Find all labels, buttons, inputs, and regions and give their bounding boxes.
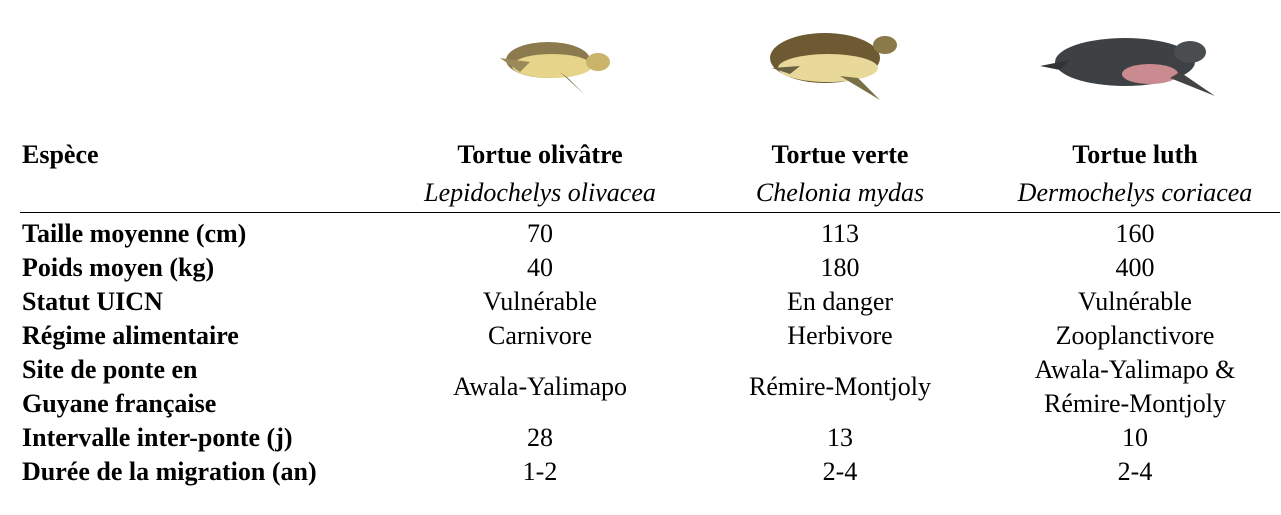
table-row: Site de ponte en Guyane française Awala-Y…: [0, 353, 1281, 421]
table-cell: 13: [827, 423, 853, 452]
row-label: Site de ponte en Guyane française: [22, 355, 217, 418]
turtle-illustrations: [500, 33, 1215, 100]
table-cell: 28: [527, 423, 553, 452]
table-cell: Vulnérable: [1078, 287, 1192, 316]
table-row: Poids moyen (kg) 40 180 400: [0, 251, 1281, 285]
species-name: Tortue luth: [1072, 140, 1198, 169]
row-label: Taille moyenne (cm): [22, 219, 247, 248]
table-cell: Awala-Yalimapo: [452, 372, 628, 401]
table-row: Intervalle inter-ponte (j) 28 13 10: [0, 421, 1281, 455]
header-latin-row: Lepidochelys olivacea Chelonia mydas Der…: [0, 176, 1281, 210]
header-rule: [20, 212, 1280, 213]
table-cell: Zooplanctivore: [1055, 321, 1215, 350]
table-cell: 1-2: [522, 457, 558, 486]
table-row: Statut UICN Vulnérable En danger Vulnérable: [0, 285, 1281, 319]
row-label: Poids moyen (kg): [22, 253, 215, 282]
table-cell: En danger: [786, 287, 894, 316]
species-name: Tortue verte: [771, 140, 909, 169]
table-cell: 70: [527, 219, 553, 248]
table-cell: Rémire-Montjoly: [749, 372, 931, 401]
header-label: Espèce: [22, 140, 99, 169]
table-cell: Carnivore: [488, 321, 592, 350]
leatherback-illustration: [1040, 38, 1215, 96]
table-row: Durée de la migration (an) 1-2 2-4 2-4: [0, 455, 1281, 489]
table-row: Taille moyenne (cm) 70 113 160: [0, 217, 1281, 251]
table-cell: 40: [527, 253, 553, 282]
species-latin: Lepidochelys olivacea: [424, 178, 656, 207]
table-cell: 10: [1122, 423, 1148, 452]
olive-ridley-illustration: [500, 42, 610, 95]
table-cell: Herbivore: [787, 321, 893, 350]
table-cell: Vulnérable: [483, 287, 597, 316]
species-latin: Dermochelys coriacea: [1017, 178, 1253, 207]
row-label: Intervalle inter-ponte (j): [22, 423, 293, 452]
table-cell: 2-4: [822, 457, 858, 486]
row-label: Régime alimentaire: [22, 321, 239, 350]
table-cell: 180: [820, 253, 860, 282]
table-cell: 160: [1115, 219, 1155, 248]
species-latin: Chelonia mydas: [755, 178, 925, 207]
table-cell: 400: [1115, 253, 1155, 282]
table-cell: 2-4: [1117, 457, 1153, 486]
table-cell: 113: [820, 219, 860, 248]
species-name: Tortue olivâtre: [457, 140, 623, 169]
green-turtle-illustration: [770, 33, 897, 100]
header-name-row: Espèce Tortue olivâtre Tortue verte Tort…: [0, 138, 1281, 172]
row-label: Durée de la migration (an): [22, 457, 317, 486]
row-label: Statut UICN: [22, 287, 163, 316]
table-row: Régime alimentaire Carnivore Herbivore Zoop…: [0, 319, 1281, 353]
table-cell: Awala-Yalimapo & Rémire-Montjoly: [1034, 355, 1236, 418]
